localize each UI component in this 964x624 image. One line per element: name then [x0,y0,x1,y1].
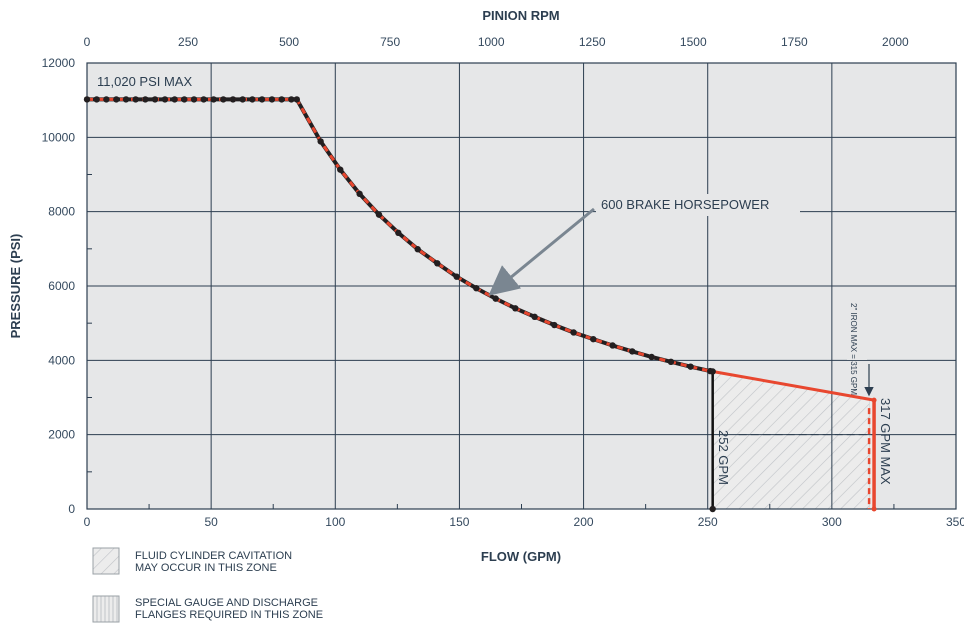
data-point [590,335,597,343]
data-point [570,329,577,336]
x2-tick-label: 250 [178,35,198,49]
x2-tick-label: 0 [84,35,91,49]
data-point [181,96,188,103]
legend-swatch-cavitation [92,547,120,575]
data-point [414,246,421,253]
y-tick-label: 10000 [42,130,76,144]
data-point [122,96,130,103]
data-point [151,96,159,103]
data-point [132,96,139,103]
data-point [161,96,169,103]
y-tick-label: 8000 [48,205,75,219]
data-point [288,96,295,103]
data-point [473,285,480,292]
data-point [709,505,716,513]
extension-line [712,370,875,402]
x-tick-label: 150 [449,515,469,529]
data-point [268,96,276,103]
pressure-max-label-bg [92,71,210,91]
data-point [492,295,499,302]
data-point [453,273,460,280]
y-tick-label: 12000 [42,56,76,70]
x-axis-title: FLOW (GPM) [481,549,561,564]
x2-tick-label: 1750 [781,35,808,49]
x-tick-label: 200 [574,515,594,529]
data-point [103,96,110,103]
special-flange-zone [869,400,875,509]
data-point [93,96,100,103]
data-point [709,368,716,375]
x2-axis-title: PINION RPM [482,8,559,23]
pressure-max-label: 11,020 PSI MAX [97,74,192,89]
iron-max-label: 2" IRON MAX = 315 GPM [849,303,858,395]
x-tick-label: 350 [946,515,964,529]
hp-label-bg [596,194,800,216]
y-tick-label: 0 [68,502,75,516]
y-tick-label: 6000 [48,279,75,293]
series-markers [83,96,877,513]
x-axis: 0 50 100 150 200 250 300 350 [84,515,964,529]
x2-tick-label: 1500 [680,35,707,49]
data-point [667,358,675,366]
y-tick-label: 2000 [48,428,75,442]
y-axis-title: PRESSURE (PSI) [8,234,23,339]
data-point [871,397,877,403]
hp-label: 600 BRAKE HORSEPOWER [601,197,769,212]
data-point [551,321,558,329]
hp-arrow [488,207,595,296]
data-point [249,96,256,103]
data-point [258,96,266,103]
legend-cavitation-line1: FLUID CYLINDER CAVITATION [135,550,292,562]
plot-frame [86,62,957,510]
max-line-label-252: 252 GPM [716,430,731,485]
max-line-label-317: 317 GPM MAX [878,398,893,485]
x2-axis: 0 250 500 750 1000 1250 1500 1750 2000 [84,35,909,49]
cavitation-zone-top [712,371,875,509]
data-point [512,305,519,312]
data-point [229,96,237,103]
x-tick-label: 0 [84,515,91,529]
x-tick-label: 300 [822,515,842,529]
data-point [337,166,344,173]
data-point [293,96,301,103]
x2-tick-label: 750 [380,35,400,49]
x-tick-label: 100 [325,515,345,529]
data-point [687,363,694,370]
legend-cavitation-line2: MAY OCCUR IN THIS ZONE [135,562,277,574]
x2-tick-label: 1250 [579,35,606,49]
x2-tick-label: 1000 [478,35,505,49]
data-point [648,353,655,361]
iron-max-label-bg [847,300,867,360]
data-point [531,313,538,321]
data-point [317,138,324,145]
data-point [629,348,636,355]
legend-special-line1: SPECIAL GAUGE AND DISCHARGE [135,597,318,609]
legend-swatch-special [92,595,120,623]
y-tick-label: 4000 [48,353,75,367]
data-point [142,96,149,103]
data-point [434,260,441,267]
x2-tick-label: 2000 [882,35,909,49]
data-point [278,96,285,103]
x-tick-label: 50 [204,515,218,529]
data-point [609,342,616,349]
data-point [200,96,207,103]
data-point [871,506,877,512]
data-point [113,96,120,103]
x-tick-label: 250 [698,515,718,529]
data-point [356,190,363,198]
grid [86,62,957,510]
y-axis: 0 2000 4000 6000 8000 10000 12000 [42,56,76,516]
data-point [220,96,227,103]
legend-special-line2: FLANGES REQUIRED IN THIS ZONE [135,609,323,621]
data-point [83,96,91,103]
data-point [190,96,198,103]
data-point [171,96,178,103]
data-point [210,96,217,103]
x2-tick-label: 500 [279,35,299,49]
data-point [375,211,383,218]
data-point [239,96,246,103]
data-point [395,229,402,237]
